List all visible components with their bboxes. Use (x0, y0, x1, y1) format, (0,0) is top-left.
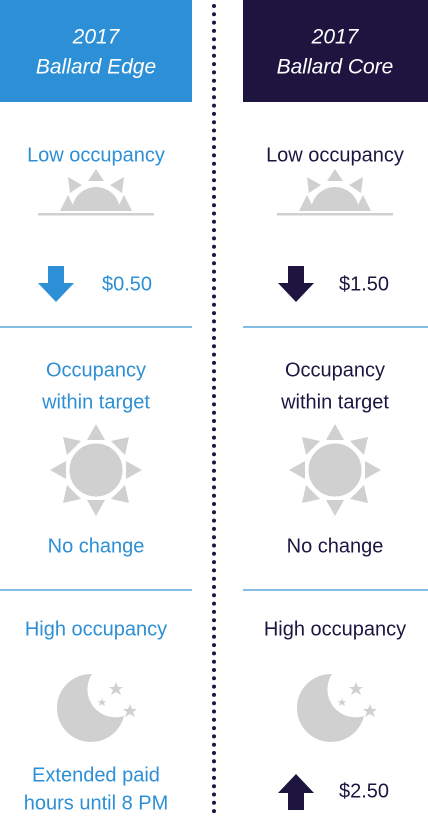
header-box (0, 0, 192, 102)
sun-icon (48, 422, 144, 518)
down-arrow (38, 266, 74, 302)
header-box (243, 0, 428, 102)
moon-icon (296, 673, 377, 742)
outcome: hours until 8 PM (24, 792, 169, 814)
outcome: No change (287, 535, 384, 557)
sunrise-icon (277, 169, 393, 216)
section-label: Occupancy (285, 359, 385, 381)
header-year: 2017 (72, 26, 121, 49)
header-name: Ballard Core (277, 56, 394, 79)
outcome: $1.50 (339, 273, 389, 295)
section-label: Low occupancy (27, 144, 165, 166)
section-label: Occupancy (46, 359, 146, 381)
moon-icon (56, 673, 137, 742)
down-arrow (278, 266, 314, 302)
outcome: No change (48, 535, 145, 557)
up-arrow (278, 774, 314, 810)
outcome: Extended paid (32, 764, 160, 786)
section-label: High occupancy (264, 618, 406, 640)
outcome: $2.50 (339, 780, 389, 802)
outcome: $0.50 (102, 273, 152, 295)
section-label: within target (280, 391, 389, 413)
header-name: Ballard Edge (36, 56, 156, 79)
section-label: Low occupancy (266, 144, 404, 166)
sun-icon (287, 422, 383, 518)
header-year: 2017 (311, 26, 360, 49)
section-label: High occupancy (25, 618, 167, 640)
section-label: within target (41, 391, 150, 413)
sunrise-icon (38, 169, 154, 216)
